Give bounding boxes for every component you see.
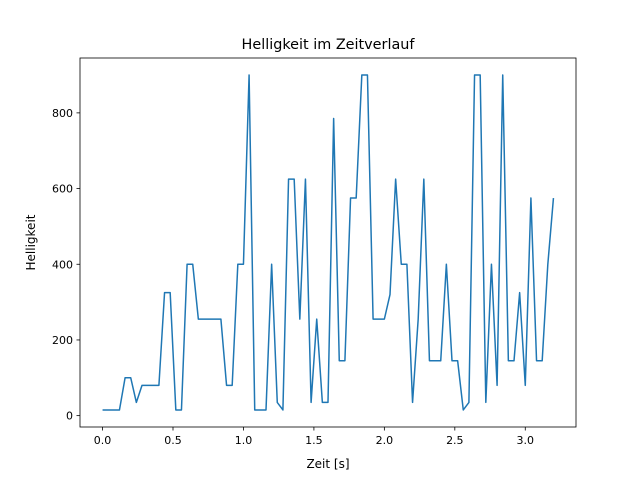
y-tick-label: 0 — [66, 410, 73, 423]
x-axis-label: Zeit [s] — [306, 457, 349, 471]
x-tick-label: 0.0 — [94, 434, 112, 447]
series-line — [102, 74, 555, 411]
x-tick-label: 3.0 — [517, 434, 535, 447]
plot-lines — [102, 74, 555, 411]
y-tick-label: 800 — [52, 107, 73, 120]
y-tick-label: 400 — [52, 258, 73, 271]
x-tick-label: 1.5 — [305, 434, 323, 447]
x-tick-label: 0.5 — [164, 434, 182, 447]
y-axis-label: Helligkeit — [24, 214, 38, 270]
y-tick-label: 200 — [52, 334, 73, 347]
chart-title: Helligkeit im Zeitverlauf — [242, 37, 416, 53]
y-tick-label: 600 — [52, 183, 73, 196]
x-tick-label: 2.5 — [446, 434, 464, 447]
x-tick-label: 2.0 — [376, 434, 394, 447]
y-axis-ticks: 0 200 400 600 800 — [52, 107, 80, 423]
x-tick-label: 1.0 — [235, 434, 253, 447]
plot-area-frame — [79, 57, 577, 428]
x-axis-ticks: 0.0 0.5 1.0 1.5 2.0 2.5 3.0 — [94, 427, 534, 447]
